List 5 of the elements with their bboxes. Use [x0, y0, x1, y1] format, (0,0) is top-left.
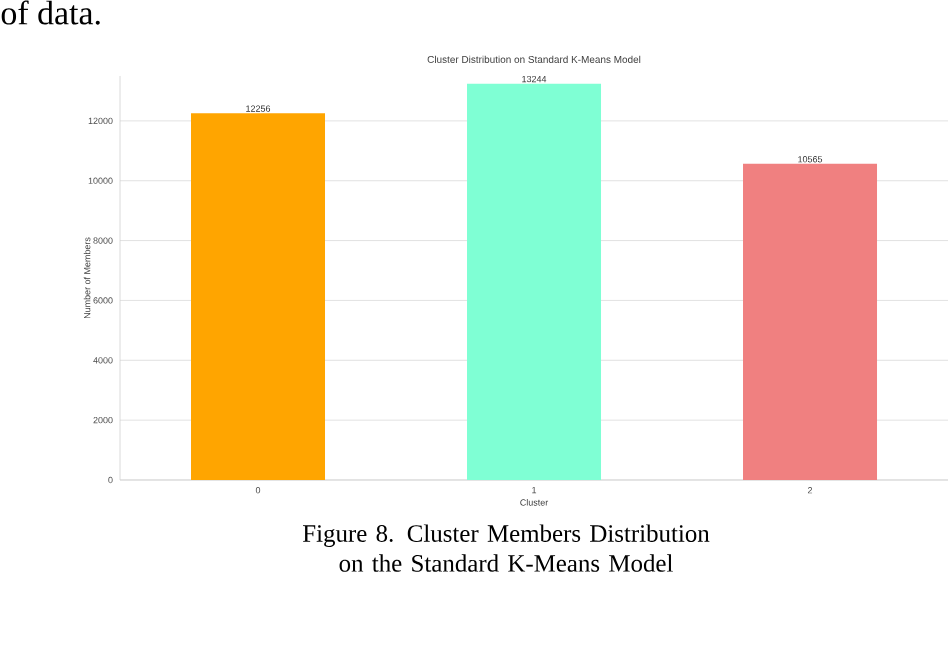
text: of data. — [1, 0, 100, 25]
caption: Figure 8. Cluster Members Distribution on the Standard K-Means Model — [303, 524, 710, 572]
bar — [467, 83, 602, 480]
bar — [743, 163, 878, 480]
bar — [191, 113, 326, 480]
